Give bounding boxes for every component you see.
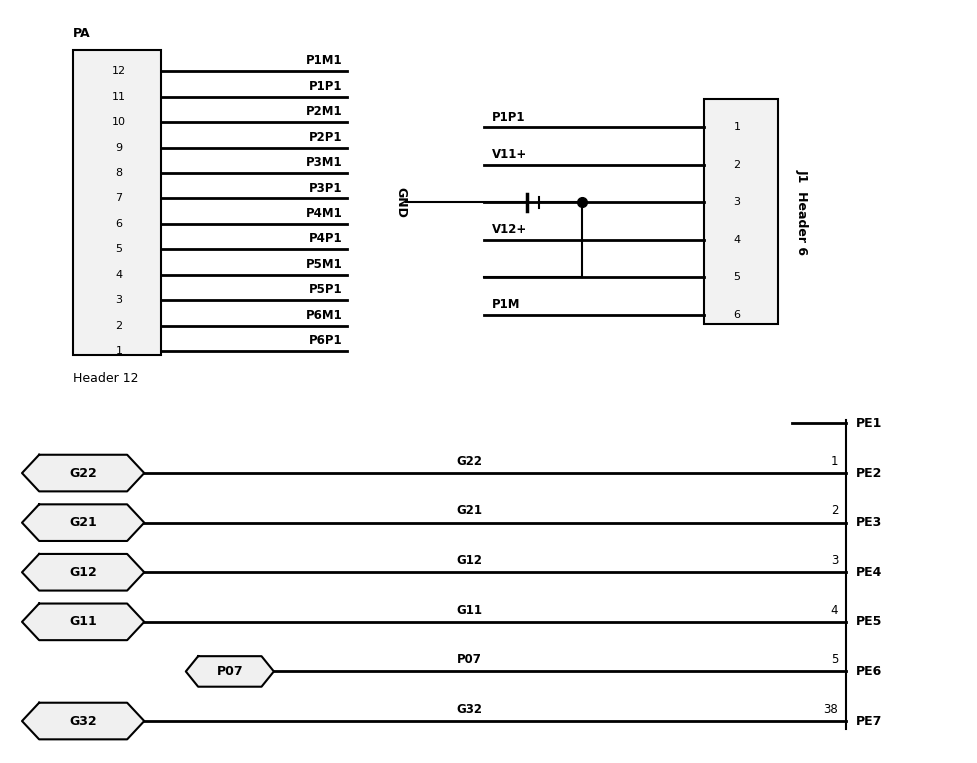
Text: Header 12: Header 12	[73, 372, 139, 385]
Polygon shape	[22, 604, 145, 640]
Polygon shape	[22, 703, 145, 739]
Text: P1P1: P1P1	[491, 111, 525, 124]
Text: G11: G11	[456, 604, 482, 617]
Text: V12+: V12+	[491, 223, 527, 236]
Text: 38: 38	[823, 703, 837, 716]
Text: G32: G32	[69, 714, 97, 728]
Text: G22: G22	[69, 466, 97, 480]
Text: P1P1: P1P1	[309, 80, 342, 93]
Text: G12: G12	[456, 554, 482, 567]
Text: PE5: PE5	[855, 615, 881, 629]
Bar	[73, 50, 161, 355]
Text: 3: 3	[829, 554, 837, 567]
Text: P6P1: P6P1	[309, 334, 342, 347]
Text: 1: 1	[115, 346, 122, 356]
Text: 3: 3	[115, 295, 122, 305]
Text: 2: 2	[733, 159, 740, 170]
Text: PE3: PE3	[855, 516, 881, 530]
Text: PE6: PE6	[855, 665, 881, 678]
Text: GND: GND	[394, 187, 407, 217]
Text: P3P1: P3P1	[309, 182, 342, 195]
Text: P4M1: P4M1	[305, 207, 342, 220]
Bar	[703, 99, 777, 324]
Text: PE2: PE2	[855, 466, 881, 480]
Text: P4P1: P4P1	[309, 233, 342, 246]
Text: PE1: PE1	[855, 417, 881, 430]
Text: PA: PA	[73, 27, 91, 40]
Text: 11: 11	[112, 92, 126, 101]
Text: G21: G21	[69, 516, 97, 530]
Text: 1: 1	[829, 455, 837, 468]
Text: 3: 3	[733, 198, 740, 208]
Text: P2P1: P2P1	[309, 130, 342, 143]
Text: PE4: PE4	[855, 565, 881, 579]
Text: P2M1: P2M1	[306, 105, 342, 118]
Text: P07: P07	[456, 653, 482, 666]
Text: P1M: P1M	[491, 298, 520, 311]
Text: P5P1: P5P1	[309, 283, 342, 296]
Text: 2: 2	[829, 504, 837, 517]
Text: 8: 8	[115, 168, 122, 178]
Text: 6: 6	[115, 219, 122, 229]
Text: P3M1: P3M1	[306, 156, 342, 169]
Text: G32: G32	[456, 703, 482, 716]
Polygon shape	[22, 554, 145, 591]
Text: 10: 10	[112, 117, 126, 127]
Text: G12: G12	[69, 565, 97, 579]
Polygon shape	[186, 656, 274, 687]
Polygon shape	[22, 455, 145, 491]
Text: G11: G11	[69, 615, 97, 629]
Text: 4: 4	[115, 269, 122, 280]
Text: 6: 6	[733, 310, 740, 320]
Text: 9: 9	[115, 143, 122, 153]
Text: P07: P07	[216, 665, 243, 678]
Text: 2: 2	[115, 320, 122, 330]
Text: PE7: PE7	[855, 714, 881, 728]
Text: 1: 1	[733, 122, 740, 132]
Text: 4: 4	[829, 604, 837, 617]
Text: 12: 12	[112, 66, 126, 76]
Text: 5: 5	[829, 653, 837, 666]
Polygon shape	[22, 504, 145, 541]
Text: 7: 7	[115, 193, 122, 204]
Text: 5: 5	[115, 244, 122, 254]
Text: 5: 5	[733, 272, 740, 282]
Text: V11+: V11+	[491, 148, 527, 161]
Text: 4: 4	[733, 235, 740, 245]
Text: G22: G22	[456, 455, 482, 468]
Text: P1M1: P1M1	[306, 54, 342, 67]
Text: P6M1: P6M1	[305, 309, 342, 322]
Text: P5M1: P5M1	[305, 258, 342, 271]
Text: G21: G21	[456, 504, 482, 517]
Text: J1  Header 6: J1 Header 6	[794, 169, 808, 255]
